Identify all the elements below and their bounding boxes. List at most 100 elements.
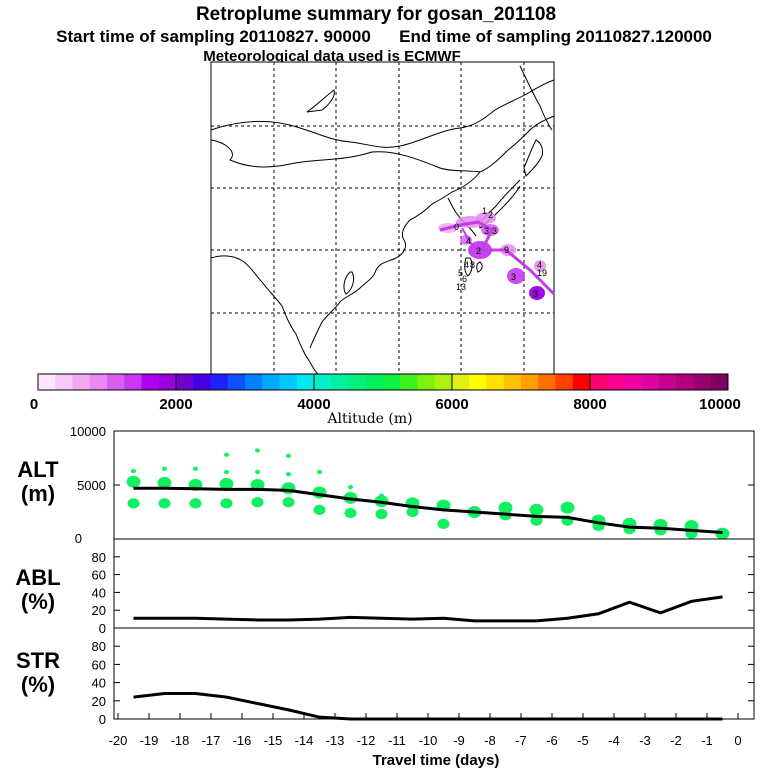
colorbar-cell (693, 374, 712, 390)
colorbar-cell (296, 374, 315, 390)
x-tick-label: -13 (326, 733, 345, 748)
x-axis-label: Travel time (days) (373, 752, 500, 768)
y-tick-label: 0 (99, 712, 106, 727)
coastlines (210, 65, 555, 377)
colorbar-tick: 8000 (573, 396, 606, 413)
colorbar-cell (279, 374, 298, 390)
svg-text:3: 3 (492, 226, 497, 236)
alt-unit: (m) (21, 481, 55, 506)
mean-trajectory (439, 220, 556, 296)
colorbar-cell (314, 374, 332, 390)
svg-text:2: 2 (476, 246, 481, 256)
x-tick-label: -19 (140, 733, 159, 748)
y-tick-label: 40 (92, 585, 106, 600)
svg-text:10000: 10000 (70, 424, 106, 439)
x-tick-label: -5 (577, 733, 589, 748)
x-tick-label: 0 (734, 733, 741, 748)
svg-text:0: 0 (75, 531, 82, 546)
x-tick-label: -18 (171, 733, 190, 748)
colorbar-cell (210, 374, 229, 390)
colorbar-cell (503, 374, 522, 390)
svg-text:5000: 5000 (77, 478, 106, 493)
colorbar-tick: 0 (30, 396, 38, 413)
colorbar-cell (176, 374, 194, 390)
alt-plume-point (379, 493, 384, 498)
alt-panel: ALT (m) 10000 5000 0 (17, 424, 755, 546)
colorbar-cell (107, 374, 125, 390)
colorbar-cell (555, 374, 574, 390)
colorbar-tick: 2000 (159, 396, 192, 413)
colorbar-cell (72, 374, 91, 390)
svg-text:4: 4 (464, 260, 469, 270)
met-data-note: Meteorological data used is ECMWF (203, 48, 461, 65)
colorbar-cell (193, 374, 211, 390)
colorbar-cell (486, 374, 505, 390)
svg-text:8: 8 (470, 260, 475, 270)
colorbar-cell (659, 374, 677, 390)
colorbar-cell (331, 374, 349, 390)
svg-text:5: 5 (458, 268, 463, 278)
x-tick-label: -16 (233, 733, 252, 748)
abl-panel: ABL (%) 80 60 40 20 0 (15, 538, 755, 636)
svg-text:0: 0 (454, 222, 459, 232)
alt-plume-point (437, 518, 450, 529)
x-tick-label: -12 (357, 733, 376, 748)
colorbar-tick: 6000 (435, 396, 468, 413)
x-axis: -20 -19 -18 -17 -16 -15 -14 -13 -12 -11 -10 -9 -8 -7-… (109, 713, 742, 748)
y-tick-label: 20 (92, 603, 106, 618)
plume-ellipses (438, 212, 546, 300)
alt-plume-point (251, 497, 264, 508)
abl-label: ABL (15, 565, 60, 590)
map-frame (210, 61, 555, 377)
colorbar-cell (245, 374, 263, 390)
alt-plume-point (282, 497, 295, 508)
alt-plume-point (406, 506, 419, 518)
colorbar-cell (417, 374, 436, 390)
figure-title: Retroplume summary for gosan_201108 (196, 4, 556, 25)
alt-plume-point (344, 507, 357, 519)
colorbar-tick: 10000 (699, 396, 741, 413)
colorbar-cell (590, 374, 608, 390)
x-tick-label: -20 (109, 733, 128, 748)
x-tick-label: -8 (484, 733, 496, 748)
colorbar-frame (37, 373, 729, 391)
alt-plume-point (157, 476, 172, 489)
x-tick-label: -4 (608, 733, 620, 748)
svg-text:4: 4 (537, 260, 542, 270)
alt-plume-point (715, 527, 730, 540)
colorbar-cell (38, 374, 56, 390)
colorbar-cell (538, 374, 556, 390)
colorbar-cell (141, 374, 160, 390)
alt-plume-point (224, 469, 229, 475)
svg-text:9: 9 (504, 245, 509, 255)
colorbar-tick: 4000 (297, 396, 330, 413)
y-tick-label: 0 (99, 621, 106, 636)
alt-plume-point (126, 475, 141, 488)
trajectory-labels: 0 1 2 3 3 2 4 9 3 4 19 3 4 5 6 13 8 (454, 206, 547, 299)
alt-mean-line (133, 486, 723, 535)
x-tick-label: -6 (546, 733, 558, 748)
colorbar-cell (521, 374, 539, 390)
colorbar-cell (348, 374, 367, 390)
colorbar: 0 2000 4000 6000 8000 10000 Altitude (m) (30, 373, 741, 427)
x-tick-label: -15 (264, 733, 283, 748)
colorbar-cell (383, 374, 401, 390)
svg-text:6: 6 (462, 274, 467, 284)
x-tick-label: -14 (295, 733, 314, 748)
y-tick-label: 40 (92, 676, 106, 691)
colorbar-cell (124, 374, 142, 390)
colorbar-cell (434, 374, 453, 390)
colorbar-cell (641, 374, 660, 390)
alt-plume-point (286, 472, 291, 477)
alt-plume-point (219, 477, 234, 490)
alt-plume-point (529, 503, 544, 516)
colorbar-cell (452, 374, 470, 390)
colorbar-cell (710, 374, 729, 390)
colorbar-cell (572, 374, 591, 390)
str-label: STR (16, 648, 60, 673)
x-tick-label: -17 (202, 733, 221, 748)
alt-plume-point (127, 498, 140, 509)
alt-plume-point (498, 501, 513, 514)
x-tick-label: -3 (639, 733, 651, 748)
